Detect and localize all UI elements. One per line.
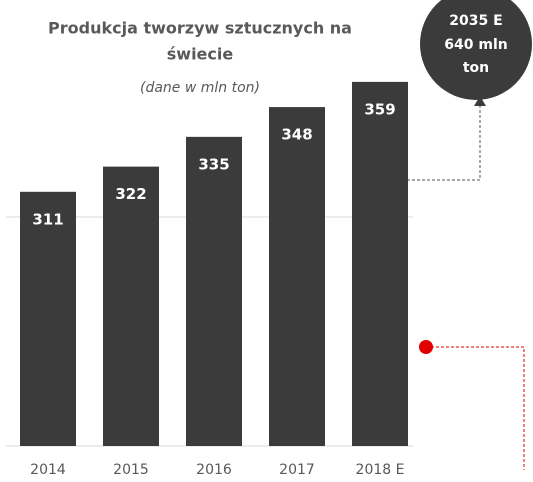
chart-title: Produkcja tworzyw sztucznych na xyxy=(48,19,352,38)
bar xyxy=(20,191,76,446)
value-label: 322 xyxy=(115,185,146,203)
chart-title: świecie xyxy=(167,45,234,64)
connector xyxy=(426,346,525,470)
value-label: 311 xyxy=(32,210,63,228)
x-tick-label: 2018 E xyxy=(356,462,405,478)
marker-dot xyxy=(419,340,433,354)
connector xyxy=(407,104,481,181)
bar xyxy=(186,136,242,446)
annotation-circle xyxy=(420,0,532,100)
value-label: 359 xyxy=(364,100,395,118)
bar xyxy=(269,107,325,446)
arrow-head xyxy=(474,96,486,106)
x-tick-label: 2015 xyxy=(113,462,149,478)
bar xyxy=(352,81,408,446)
annotation: 640 mln xyxy=(444,37,507,53)
annotation: ton xyxy=(463,60,489,76)
chart-subtitle: (dane w mln ton) xyxy=(140,80,260,96)
x-tick-label: 2017 xyxy=(279,462,315,478)
value-label: 335 xyxy=(198,155,229,173)
x-tick-label: 2014 xyxy=(30,462,66,478)
value-label: 348 xyxy=(281,126,312,144)
x-tick-label: 2016 xyxy=(196,462,232,478)
bar xyxy=(103,166,159,446)
annotation: 2035 E xyxy=(449,13,502,29)
